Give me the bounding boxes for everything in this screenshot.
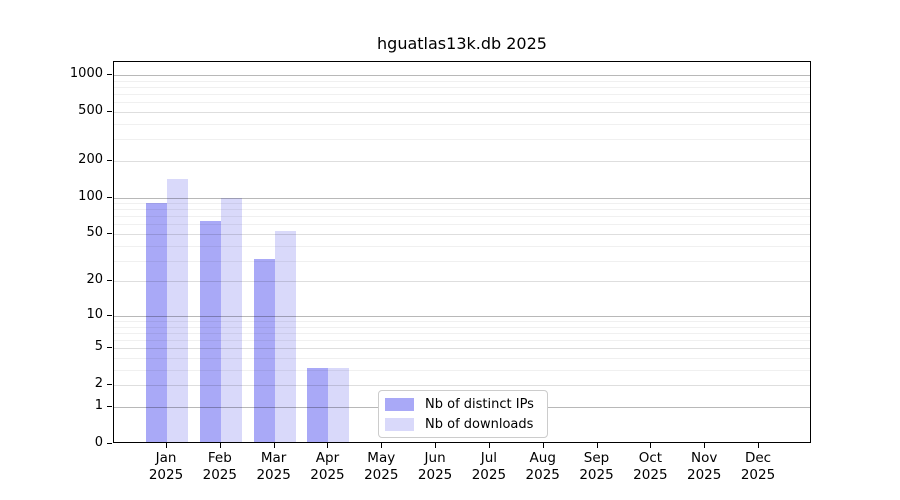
gridline-800	[114, 86, 810, 88]
x-tick-mark	[596, 443, 598, 448]
gridline-40	[114, 245, 810, 247]
legend-item-downloads: Nb of downloads	[379, 414, 547, 434]
x-tick-mark	[650, 443, 652, 448]
gridline-500	[114, 111, 810, 113]
gridline-8	[114, 326, 810, 328]
x-tick-label-oct: Oct 2025	[633, 450, 668, 483]
y-tick-mark	[107, 110, 112, 112]
gridline-9	[114, 321, 810, 323]
gridline-6	[114, 340, 810, 342]
x-tick-label-dec: Dec 2025	[740, 450, 776, 483]
gridline-5	[114, 348, 810, 350]
x-tick-mark	[435, 443, 437, 448]
gridline-300	[114, 139, 810, 141]
gridline-50	[114, 234, 810, 235]
y-tick-mark	[107, 196, 112, 198]
y-tick-mark	[107, 384, 112, 386]
gridline-30	[114, 260, 810, 262]
gridline-1000	[114, 75, 810, 76]
gridline-10	[114, 315, 810, 317]
x-tick-mark	[219, 443, 221, 448]
y-tick-label-1: 1	[94, 397, 103, 413]
gridline-70	[114, 216, 810, 218]
y-tick-label-200: 200	[78, 151, 103, 167]
x-tick-label-nov: Nov 2025	[686, 450, 722, 483]
gridline-100	[114, 197, 810, 199]
y-tick-mark	[107, 405, 112, 407]
grid-layer	[114, 62, 810, 442]
chart-title: hguatlas13k.db 2025	[377, 34, 547, 53]
x-tick-label-aug: Aug 2025	[525, 450, 560, 483]
legend-swatch-distinct-ips	[385, 397, 414, 411]
plot-area: Nb of distinct IPs Nb of downloads	[113, 61, 811, 443]
gridline-80	[114, 209, 810, 211]
x-tick-label-jan: Jan 2025	[148, 450, 184, 483]
x-tick-label-feb: Feb 2025	[202, 450, 237, 483]
gridline-7	[114, 332, 810, 334]
y-tick-mark	[107, 74, 112, 75]
x-tick-mark	[488, 443, 490, 448]
x-tick-label-mar: Mar 2025	[256, 450, 291, 483]
legend-swatch-downloads	[385, 417, 414, 431]
x-tick-label-jun: Jun 2025	[417, 450, 453, 483]
gridline-4	[114, 358, 810, 360]
gridline-90	[114, 203, 810, 205]
gridline-900	[114, 80, 810, 82]
x-tick-label-may: May 2025	[364, 450, 399, 483]
bar-downloads-jan	[167, 179, 188, 442]
legend-item-distinct-ips: Nb of distinct IPs	[379, 394, 547, 414]
bar-distinct-ips-jan	[146, 202, 167, 442]
y-tick-mark	[107, 233, 112, 234]
y-tick-mark	[107, 314, 112, 316]
y-tick-label-0: 0	[94, 435, 103, 450]
x-tick-mark	[542, 443, 544, 448]
y-tick-mark	[107, 443, 112, 444]
x-tick-label-sep: Sep 2025	[579, 450, 614, 483]
bar-downloads-feb	[220, 198, 242, 442]
x-tick-label-jul: Jul 2025	[471, 450, 507, 483]
bar-distinct-ips-feb	[199, 220, 221, 442]
x-tick-mark	[381, 443, 383, 448]
gridline-400	[114, 123, 810, 125]
x-tick-mark	[758, 443, 759, 448]
y-tick-label-5: 5	[94, 339, 103, 355]
y-tick-mark	[107, 347, 112, 349]
x-tick-mark	[704, 443, 706, 448]
gridline-3	[114, 369, 810, 371]
y-tick-label-2: 2	[94, 376, 103, 392]
y-tick-label-10: 10	[86, 306, 103, 322]
y-tick-label-1000: 1000	[69, 66, 103, 81]
bars-layer	[114, 62, 810, 442]
bar-distinct-ips-apr	[307, 367, 329, 442]
bar-downloads-mar	[274, 230, 296, 442]
x-tick-mark	[327, 443, 329, 448]
gridline-700	[114, 94, 810, 96]
y-tick-mark	[107, 280, 112, 282]
legend: Nb of distinct IPs Nb of downloads	[378, 390, 548, 438]
x-tick-mark	[166, 443, 167, 448]
x-tick-label-apr: Apr 2025	[310, 450, 345, 483]
y-tick-label-500: 500	[78, 102, 103, 118]
gridline-200	[114, 160, 810, 162]
y-tick-mark	[107, 159, 112, 161]
x-tick-mark	[273, 443, 275, 448]
gridline-2	[114, 385, 810, 387]
y-tick-label-100: 100	[78, 188, 103, 204]
y-tick-label-20: 20	[86, 272, 103, 288]
legend-label-distinct-ips: Nb of distinct IPs	[425, 396, 534, 412]
bar-distinct-ips-mar	[253, 258, 275, 442]
gridline-600	[114, 102, 810, 104]
legend-label-downloads: Nb of downloads	[425, 416, 534, 432]
bar-downloads-apr	[328, 367, 350, 442]
gridline-20	[114, 281, 810, 283]
y-tick-label-50: 50	[86, 225, 103, 240]
gridline-60	[114, 224, 810, 226]
